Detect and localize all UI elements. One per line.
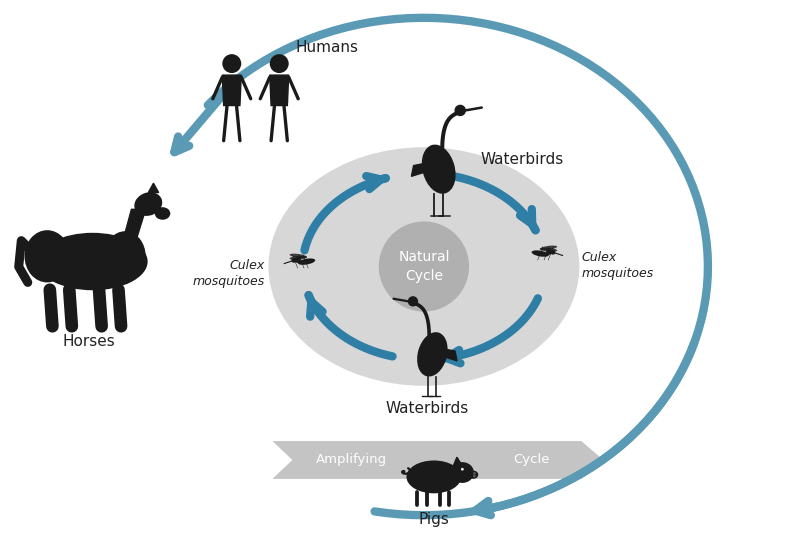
Text: Amplifying: Amplifying [316,454,387,466]
Circle shape [291,258,296,263]
Polygon shape [411,164,424,176]
Text: Waterbirds: Waterbirds [386,401,469,416]
Text: Culex
mosquitoes: Culex mosquitoes [582,251,654,280]
Ellipse shape [454,104,466,116]
Ellipse shape [134,192,162,216]
Polygon shape [453,457,462,466]
Circle shape [222,54,242,73]
Ellipse shape [269,147,579,386]
Circle shape [378,221,469,312]
Circle shape [270,54,289,73]
Polygon shape [148,183,158,192]
Polygon shape [273,441,603,479]
Ellipse shape [290,254,307,258]
Ellipse shape [451,462,474,483]
Ellipse shape [154,207,170,220]
Ellipse shape [531,251,549,257]
Ellipse shape [25,230,70,282]
Ellipse shape [406,461,462,494]
Circle shape [473,475,476,478]
Ellipse shape [469,471,478,479]
Text: Culex
mosquitoes: Culex mosquitoes [193,259,265,288]
Ellipse shape [38,233,148,290]
Text: Cycle: Cycle [514,454,550,466]
Circle shape [473,472,476,475]
Polygon shape [222,75,242,106]
Circle shape [550,250,555,255]
Ellipse shape [422,144,455,193]
Ellipse shape [294,257,301,263]
Text: Waterbirds: Waterbirds [481,152,564,167]
Ellipse shape [104,231,146,281]
Ellipse shape [540,248,558,252]
Polygon shape [122,209,146,243]
Polygon shape [270,75,289,106]
Text: Humans: Humans [295,40,358,55]
Text: Natural
Cycle: Natural Cycle [398,250,450,283]
Ellipse shape [408,296,418,306]
Ellipse shape [290,256,307,260]
Ellipse shape [540,246,558,250]
Ellipse shape [417,332,448,376]
Polygon shape [446,349,457,361]
Ellipse shape [546,249,552,255]
Text: Pigs: Pigs [418,512,450,527]
Text: Horses: Horses [62,334,115,349]
Circle shape [461,468,464,471]
Ellipse shape [298,259,315,265]
